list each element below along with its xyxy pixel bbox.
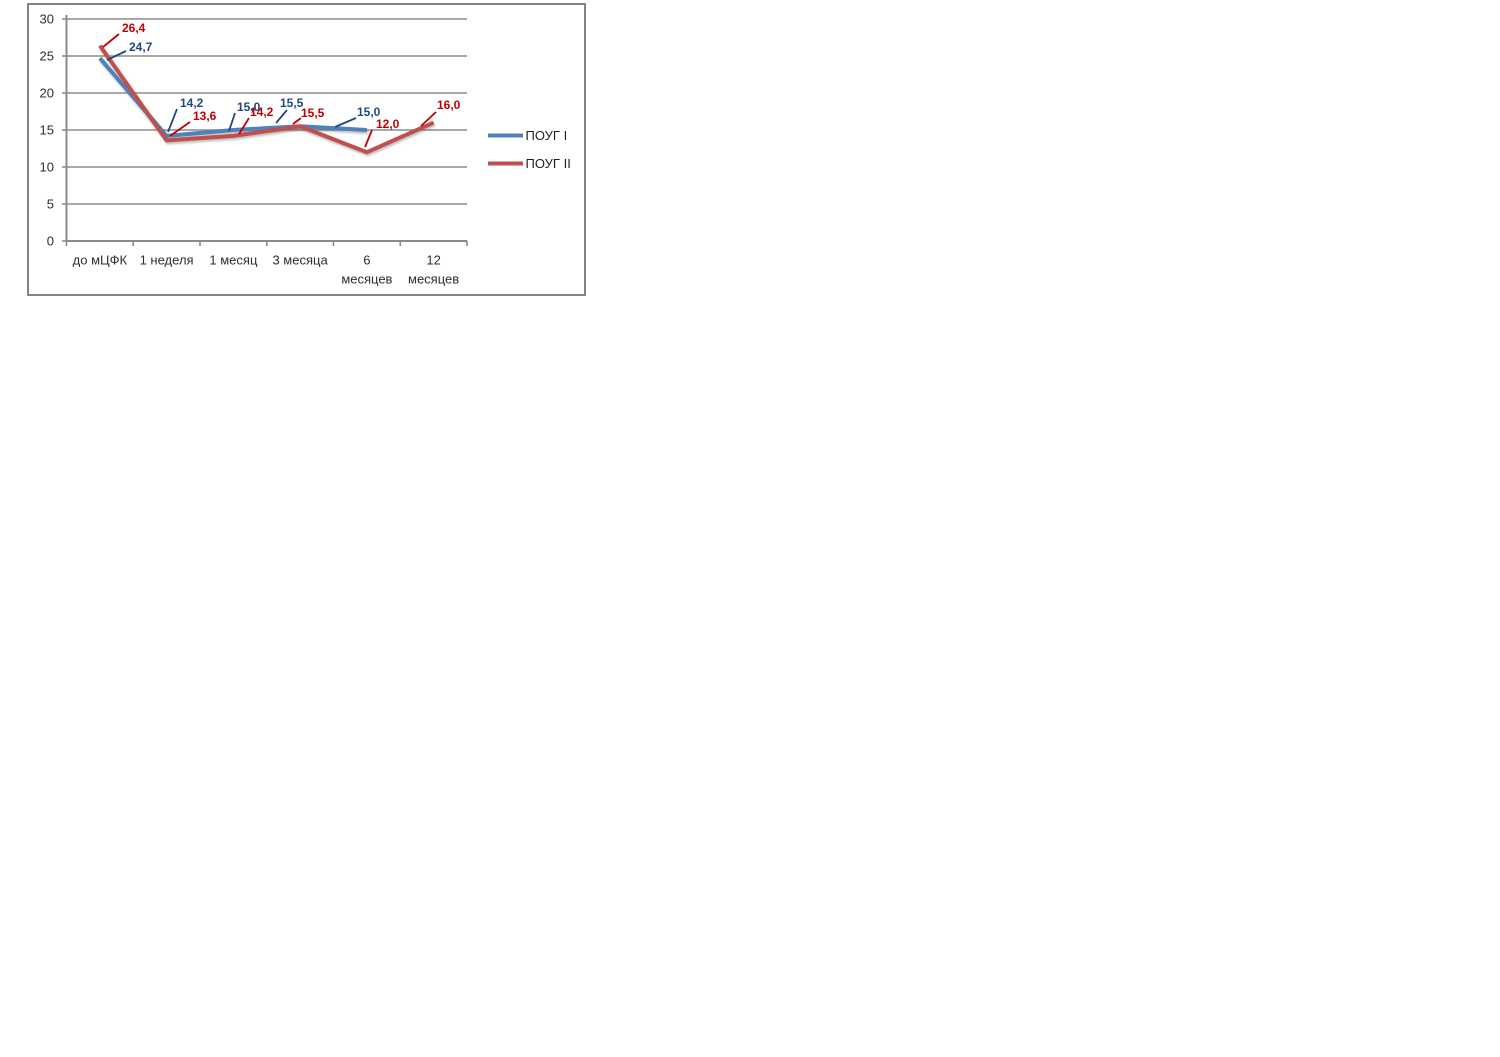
x-tick-label: месяцев — [408, 272, 459, 287]
data-label: 16,0 — [437, 98, 461, 112]
data-label: 15,0 — [357, 105, 381, 119]
x-axis-labels: до мЦФК 1 неделя 1 месяц 3 месяца 6 меся… — [73, 253, 460, 287]
data-label: 15,0 — [237, 100, 261, 114]
y-tick-label: 10 — [40, 160, 54, 175]
leader-line — [228, 112, 236, 132]
data-label: 13,6 — [193, 109, 217, 123]
data-label: 14,2 — [180, 96, 204, 110]
leader-line — [106, 50, 127, 61]
data-label: 24,7 — [129, 40, 153, 54]
data-labels: 26,4 24,7 14,2 13,6 15,0 14,2 15,5 15,5 … — [122, 21, 461, 131]
x-tick-label: до мЦФК — [73, 253, 128, 268]
y-tick-label: 30 — [40, 12, 54, 27]
data-label: 15,5 — [301, 106, 325, 120]
chart-canvas: 30 25 20 15 10 5 0 до мЦФК 1 неделя 1 ме… — [40, 12, 571, 287]
x-tick-label: 1 месяц — [209, 253, 258, 268]
y-tick-label: 20 — [40, 86, 54, 101]
x-tick-label: 12 — [426, 253, 440, 268]
y-tick-label: 25 — [40, 49, 54, 64]
data-label: 12,0 — [376, 117, 400, 131]
leader-line — [275, 109, 288, 124]
x-tick-label: месяцев — [341, 272, 392, 287]
series-line-poug1 — [98, 56, 368, 138]
leader-line — [334, 117, 357, 128]
leader-line — [102, 33, 120, 48]
chart[interactable]: 30 25 20 15 10 5 0 до мЦФК 1 неделя 1 ме… — [27, 3, 586, 296]
x-tick-label: 6 — [363, 253, 370, 268]
leader-line — [167, 108, 178, 133]
leader-line — [364, 129, 373, 148]
data-label: 26,4 — [122, 21, 146, 35]
legend-label-poug1: ПОУГ I — [526, 128, 568, 143]
y-tick-label: 5 — [47, 197, 54, 212]
y-tick-label: 15 — [40, 123, 54, 138]
leader-line — [292, 117, 302, 125]
data-label: 14,2 — [250, 105, 274, 119]
x-axis-ticks — [65, 241, 468, 246]
y-axis-labels: 30 25 20 15 10 5 0 — [40, 12, 54, 249]
leader-line — [169, 121, 191, 137]
x-tick-label: 1 неделя — [140, 253, 194, 268]
y-axis-ticks — [62, 18, 67, 242]
label-leaders — [102, 33, 437, 148]
leader-line — [420, 111, 437, 127]
y-tick-label: 0 — [47, 234, 54, 249]
data-label: 15,5 — [280, 96, 304, 110]
x-tick-label: 3 месяца — [272, 253, 328, 268]
legend: ПОУГ I ПОУГ II — [488, 128, 571, 171]
leader-line — [238, 117, 250, 135]
legend-label-poug2: ПОУГ II — [526, 156, 571, 171]
series-line-poug2 — [98, 44, 435, 155]
